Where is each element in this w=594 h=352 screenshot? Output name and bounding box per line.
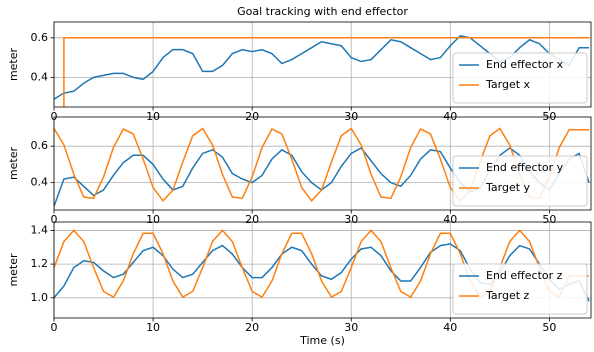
x-tick-label: 30	[344, 110, 358, 123]
axes-frame	[53, 116, 592, 211]
x-tick-label: 30	[344, 213, 358, 226]
y-tick-label: 1.0	[31, 291, 49, 304]
legend-box	[452, 52, 588, 104]
data-line	[63, 37, 590, 107]
x-tick-label: 50	[542, 321, 556, 334]
y-tick-label: 0.4	[31, 70, 49, 83]
x-tick-label: 40	[443, 213, 457, 226]
x-tick-label: 20	[245, 110, 259, 123]
x-tick-label: 20	[245, 321, 259, 334]
chart-title: Goal tracking with end effector	[237, 5, 408, 18]
x-tick-label: 10	[146, 213, 160, 226]
y-tick-label: 1.2	[31, 257, 49, 270]
y-tick-label: 0.6	[31, 31, 49, 44]
y-tick-label: 1.4	[31, 223, 49, 236]
legend-box	[452, 263, 588, 315]
legend-label: End effector x	[486, 58, 564, 71]
x-tick-label: 10	[146, 110, 160, 123]
y-axis-label: meter	[7, 253, 20, 287]
data-line	[54, 127, 590, 203]
axes-frame	[53, 221, 592, 319]
legend-box	[452, 155, 588, 207]
axes-frame	[53, 21, 592, 108]
x-tick-label: 0	[51, 110, 58, 123]
x-tick-label: 40	[443, 110, 457, 123]
x-tick-label: 30	[344, 321, 358, 334]
y-tick-label: 0.6	[31, 139, 49, 152]
y-tick-label: 0.4	[31, 176, 49, 189]
x-tick-label: 20	[245, 213, 259, 226]
x-axis-label: Time (s)	[299, 334, 345, 347]
x-tick-label: 40	[443, 321, 457, 334]
legend-label: End effector z	[486, 269, 563, 282]
x-tick-label: 0	[51, 321, 58, 334]
legend-label: Target y	[485, 181, 531, 194]
legend-label: End effector y	[486, 161, 564, 174]
legend-label: Target x	[485, 78, 531, 91]
x-tick-label: 0	[51, 213, 58, 226]
y-axis-label: meter	[7, 146, 20, 180]
y-axis-label: meter	[7, 47, 20, 81]
x-tick-label: 50	[542, 110, 556, 123]
x-tick-label: 50	[542, 213, 556, 226]
legend-label: Target z	[485, 289, 530, 302]
x-tick-label: 10	[146, 321, 160, 334]
